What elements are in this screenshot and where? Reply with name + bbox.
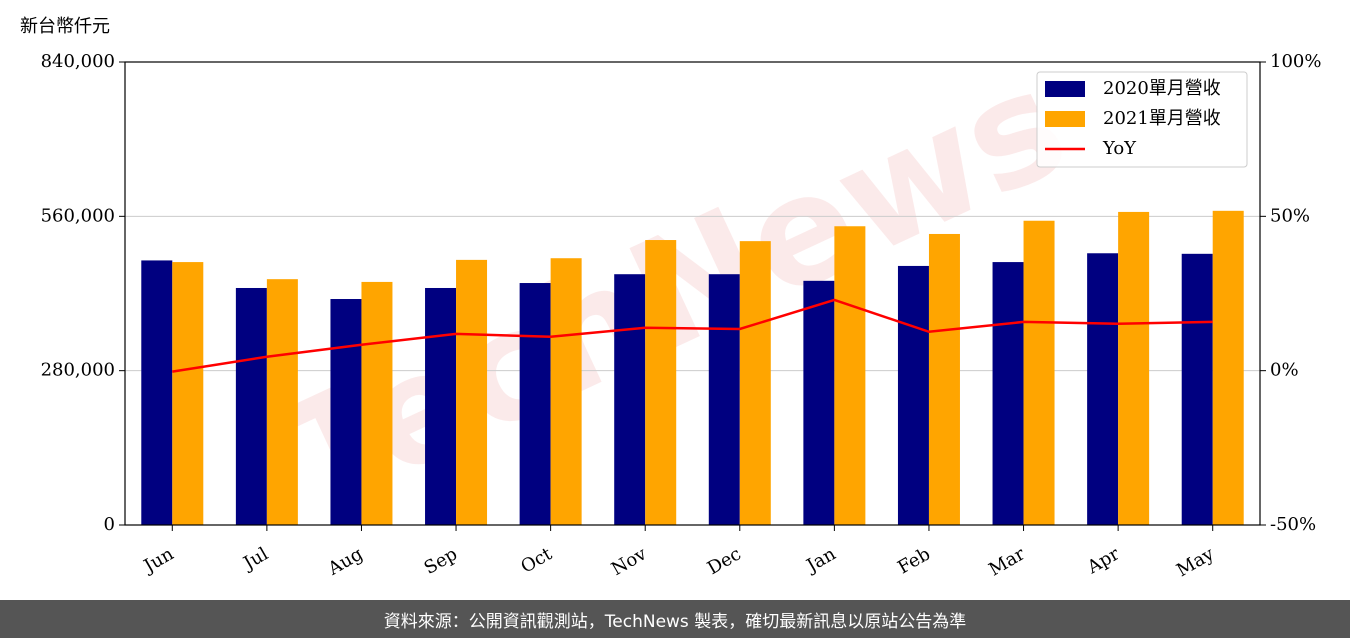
x-tick-label: Sep [421, 543, 461, 578]
legend-box [1036, 71, 1248, 168]
x-tick-label: Jul [238, 543, 272, 575]
bar [992, 262, 1024, 525]
bar [614, 274, 646, 525]
x-tick-label: Apr [1083, 543, 1123, 578]
chart: 新台幣仟元 TechNews 0280,000560,000840,000-50… [20, 16, 1321, 581]
legend-label: YoY [1102, 138, 1137, 159]
y2-tick-label: 0% [1270, 360, 1299, 381]
bar [141, 260, 173, 525]
x-tick-label: May [1173, 543, 1218, 581]
x-tick-label: Feb [894, 543, 934, 578]
bar [645, 240, 677, 525]
bar [361, 281, 393, 525]
y-tick-label: 0 [104, 514, 115, 535]
y-tick-label: 280,000 [41, 360, 115, 381]
bar [1181, 253, 1213, 526]
bar [330, 299, 362, 525]
bar [1087, 253, 1119, 525]
y2-tick-label: 100% [1270, 51, 1321, 72]
bar [834, 226, 866, 525]
legend-swatch [1045, 111, 1085, 127]
legend-swatch [1045, 81, 1085, 97]
bar [550, 258, 582, 525]
bar [928, 233, 960, 525]
x-tick-label: Nov [608, 543, 651, 580]
legend-label: 2021單月營收 [1103, 108, 1221, 129]
x-tick-label: Oct [517, 543, 556, 578]
footer: 資料來源：公開資訊觀測站，TechNews 製表，確切最新訊息以原站公告為準 [0, 600, 1350, 638]
legend-label: 2020單月營收 [1103, 78, 1221, 99]
x-tick-label: Jan [802, 543, 840, 577]
x-tick-label: Jun [139, 543, 178, 578]
bar [519, 283, 551, 525]
bar [266, 279, 298, 525]
bar [425, 287, 457, 525]
line [172, 298, 1213, 373]
y-tick-label: 560,000 [41, 205, 115, 226]
bar [172, 262, 204, 525]
x-tick-label: Mar [985, 543, 1029, 580]
bar [897, 265, 929, 525]
x-tick-label: Dec [704, 543, 745, 579]
y2-tick-label: 50% [1270, 205, 1310, 226]
bar [803, 280, 835, 525]
bar [1023, 220, 1055, 525]
bar [456, 259, 488, 525]
bar [708, 274, 740, 525]
x-tick-label: Aug [324, 543, 367, 580]
bar [1118, 211, 1150, 525]
y-tick-label: 840,000 [41, 51, 115, 72]
plot-frame [124, 61, 1261, 526]
bar [235, 287, 267, 525]
y-axis-label: 新台幣仟元 [20, 16, 110, 37]
y2-tick-label: -50% [1270, 514, 1316, 535]
bar [1212, 210, 1244, 526]
bar [739, 241, 771, 525]
